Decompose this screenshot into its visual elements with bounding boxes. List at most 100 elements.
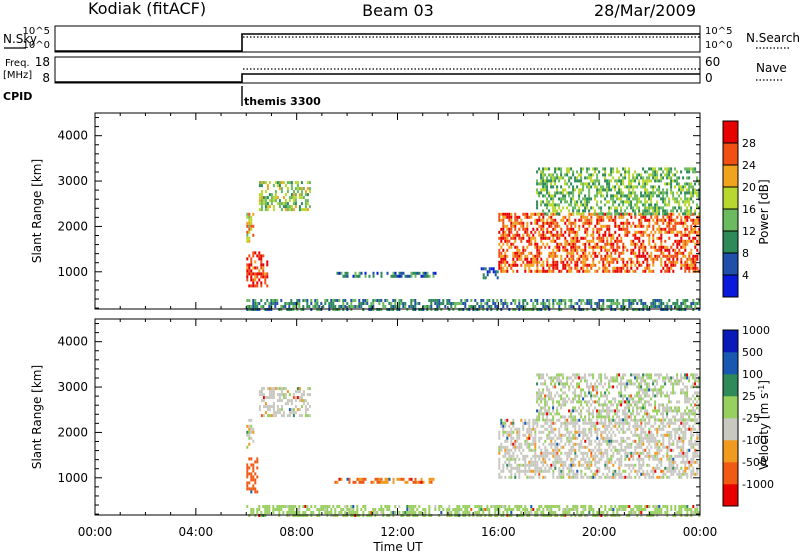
echo-cell bbox=[622, 224, 625, 228]
echo-cell bbox=[628, 230, 631, 234]
echo-cell bbox=[590, 433, 593, 437]
echo-cell bbox=[630, 469, 633, 473]
echo-cell bbox=[618, 176, 621, 180]
echo-cell bbox=[364, 271, 367, 275]
echo-cell bbox=[570, 469, 573, 473]
echo-cell bbox=[552, 430, 555, 434]
echo-cell bbox=[568, 448, 571, 452]
echo-cell bbox=[264, 181, 267, 185]
echo-cell bbox=[668, 305, 671, 308]
echo-cell bbox=[660, 457, 663, 461]
echo-cell bbox=[648, 463, 651, 467]
echo-cell bbox=[688, 188, 691, 192]
echo-cell bbox=[570, 302, 573, 305]
echo-cell bbox=[594, 430, 597, 434]
echo-cell bbox=[654, 206, 657, 210]
echo-cell bbox=[378, 302, 381, 305]
echo-cell bbox=[460, 299, 463, 302]
echo-cell bbox=[506, 224, 509, 228]
echo-cell bbox=[504, 424, 507, 428]
echo-cell bbox=[558, 376, 561, 380]
echo-cell bbox=[588, 299, 591, 302]
echo-cell bbox=[692, 418, 695, 422]
echo-cell bbox=[530, 269, 533, 273]
echo-cell bbox=[672, 421, 675, 425]
echo-cell bbox=[542, 176, 545, 180]
echo-cell bbox=[260, 199, 263, 203]
echo-cell bbox=[408, 274, 411, 278]
echo-cell bbox=[576, 472, 579, 476]
echo-cell bbox=[498, 451, 501, 455]
echo-cell bbox=[638, 418, 641, 422]
echo-cell bbox=[676, 439, 679, 443]
echo-cell bbox=[688, 379, 691, 383]
echo-cell bbox=[694, 415, 697, 419]
echo-cell bbox=[628, 179, 631, 183]
echo-cell bbox=[574, 463, 577, 467]
echo-cell bbox=[668, 418, 671, 422]
echo-cell bbox=[524, 472, 527, 476]
echo-cell bbox=[600, 191, 603, 195]
echo-cell bbox=[612, 463, 615, 467]
echo-cell bbox=[568, 475, 571, 479]
echo-cell bbox=[658, 254, 661, 258]
echo-cell bbox=[666, 373, 669, 377]
echo-cell bbox=[542, 460, 545, 464]
echo-cell bbox=[540, 466, 543, 470]
echo-cell bbox=[654, 454, 657, 458]
echo-cell bbox=[618, 466, 621, 470]
echo-cell bbox=[288, 393, 291, 397]
echo-cell bbox=[606, 457, 609, 461]
echo-cell bbox=[680, 236, 683, 240]
echo-cell bbox=[344, 274, 347, 278]
echo-cell bbox=[454, 302, 457, 305]
echo-cell bbox=[512, 451, 515, 455]
echo-cell bbox=[580, 445, 583, 449]
echo-cell bbox=[574, 397, 577, 401]
echo-cell bbox=[562, 460, 565, 464]
echo-cell bbox=[560, 200, 563, 204]
echo-cell bbox=[278, 199, 281, 203]
echo-cell bbox=[552, 385, 555, 389]
echo-cell bbox=[652, 209, 655, 213]
echo-cell bbox=[574, 248, 577, 252]
echo-cell bbox=[266, 205, 269, 209]
echo-cell bbox=[640, 436, 643, 440]
echo-cell bbox=[566, 454, 569, 458]
echo-cell bbox=[518, 457, 521, 461]
echo-cell bbox=[682, 263, 685, 267]
echo-cell bbox=[668, 197, 671, 201]
echo-cell bbox=[358, 302, 361, 305]
echo-cell bbox=[352, 480, 355, 484]
echo-cell bbox=[540, 212, 543, 216]
echo-cell bbox=[540, 251, 543, 255]
echo-cell bbox=[568, 397, 571, 401]
echo-cell bbox=[688, 466, 691, 470]
echo-cell bbox=[620, 227, 623, 231]
echo-cell bbox=[622, 382, 625, 386]
echo-cell bbox=[254, 272, 257, 276]
echo-cell bbox=[548, 394, 551, 398]
echo-cell bbox=[528, 418, 531, 422]
echo-cell bbox=[644, 409, 647, 413]
echo-cell bbox=[288, 505, 291, 508]
echo-cell bbox=[570, 448, 573, 452]
echo-cell bbox=[684, 385, 687, 389]
echo-cell bbox=[578, 445, 581, 449]
echo-cell bbox=[646, 227, 649, 231]
echo-cell bbox=[516, 230, 519, 234]
echo-cell bbox=[540, 224, 543, 228]
echo-cell bbox=[646, 391, 649, 395]
echo-cell bbox=[260, 393, 263, 397]
echo-cell bbox=[680, 266, 683, 270]
echo-cell bbox=[266, 275, 269, 279]
echo-cell bbox=[398, 299, 401, 302]
echo-cell bbox=[536, 212, 539, 216]
echo-cell bbox=[604, 400, 607, 404]
echo-cell bbox=[504, 224, 507, 228]
echo-cell bbox=[636, 433, 639, 437]
echo-cell bbox=[642, 209, 645, 213]
echo-cell bbox=[636, 394, 639, 398]
echo-cell bbox=[604, 230, 607, 234]
echo-cell bbox=[514, 233, 517, 237]
